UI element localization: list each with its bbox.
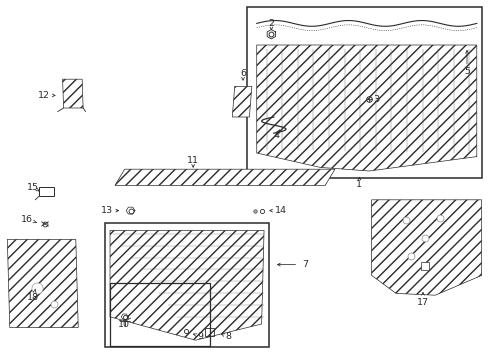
Text: 5: 5 bbox=[463, 68, 469, 77]
Polygon shape bbox=[256, 45, 476, 171]
Text: 6: 6 bbox=[240, 69, 245, 78]
Text: 14: 14 bbox=[275, 206, 286, 215]
Polygon shape bbox=[371, 200, 481, 295]
Bar bbox=[105, 223, 268, 347]
Polygon shape bbox=[115, 169, 334, 185]
Text: 8: 8 bbox=[225, 332, 231, 341]
Polygon shape bbox=[110, 230, 264, 340]
Text: 15: 15 bbox=[27, 183, 39, 192]
Bar bbox=[39, 187, 54, 196]
Text: 18: 18 bbox=[27, 292, 39, 302]
Polygon shape bbox=[232, 86, 251, 117]
Text: 3: 3 bbox=[373, 94, 379, 104]
Polygon shape bbox=[62, 79, 83, 108]
Polygon shape bbox=[7, 239, 78, 328]
Text: 1: 1 bbox=[356, 180, 362, 189]
Text: 9: 9 bbox=[197, 332, 203, 341]
Text: 11: 11 bbox=[187, 156, 199, 165]
Text: 12: 12 bbox=[38, 91, 50, 100]
Text: 16: 16 bbox=[21, 215, 33, 224]
Bar bbox=[110, 283, 210, 346]
Text: 4: 4 bbox=[273, 130, 279, 139]
Bar bbox=[246, 7, 481, 178]
Text: 7: 7 bbox=[302, 260, 308, 269]
Text: 2: 2 bbox=[268, 19, 274, 28]
Text: 13: 13 bbox=[101, 206, 112, 215]
Text: 17: 17 bbox=[416, 298, 428, 307]
Bar bbox=[205, 328, 214, 336]
Text: 10: 10 bbox=[118, 320, 129, 329]
